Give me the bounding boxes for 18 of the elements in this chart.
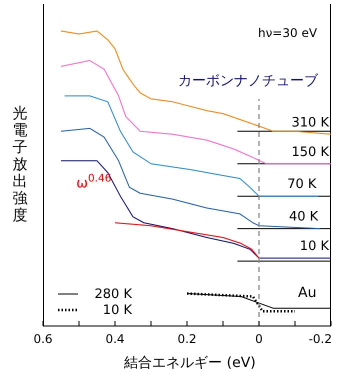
x-tick-label: 0: [255, 332, 263, 346]
annotation: カーボンナノチューブ: [178, 72, 318, 90]
series-label: 10 K: [300, 239, 330, 254]
x-tick-label: 0.6: [33, 332, 53, 346]
series-label: 150 K: [292, 144, 330, 160]
x-axis-title: 結合エネルギー (eV): [123, 354, 257, 372]
legend-label: 10 K: [102, 302, 132, 318]
series-label: 310 K: [292, 115, 330, 130]
annotation: Au: [298, 285, 316, 301]
annotation: ω$^{0.46}$: [76, 172, 112, 192]
series-label: 70 K: [287, 177, 317, 192]
x-tick-label: -0.2: [308, 332, 332, 346]
annotation: hν=30 eV: [258, 26, 318, 40]
x-tick-label: 0.2: [177, 332, 197, 346]
y-axis-title: 光電子放出強度: [12, 104, 28, 224]
x-tick-label: 0.4: [105, 332, 125, 346]
legend-label: 280 K: [94, 286, 132, 302]
series-label: 40 K: [288, 210, 319, 225]
